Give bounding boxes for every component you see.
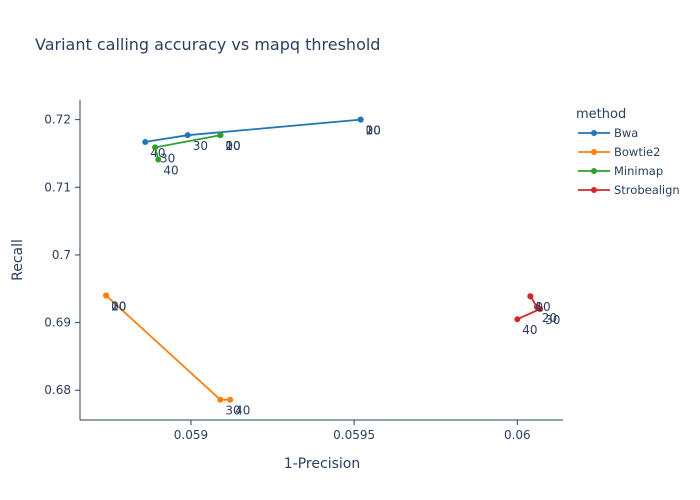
legend-item-strobealign[interactable]: Strobealign [578,183,680,197]
legend[interactable]: method Bwa Bowtie2 Minimap Strobealign [576,107,680,197]
data-point-bowtie2[interactable] [217,396,224,403]
y-tick-label: 0.69 [44,316,71,330]
x-ticks: 0.059 0.0595 0.06 [174,420,531,442]
legend-swatch-marker [591,130,597,136]
x-tick-label: 0.06 [504,428,531,442]
legend-swatch-marker [591,149,597,155]
legend-label: Minimap [614,164,663,178]
data-point-minimap[interactable] [152,144,159,151]
data-point-bwa[interactable] [184,132,191,139]
point-label-minimap: 10 [225,139,240,153]
point-label-strobealign: 30 [545,313,560,327]
y-tick-label: 0.72 [44,113,71,127]
point-label-bowtie2: 10 [111,300,126,314]
y-ticks: 0.68 0.69 0.7 0.71 0.72 [44,113,80,397]
y-axis-label: Recall [10,239,26,281]
point-label-minimap: 40 [163,164,178,178]
point-label-strobealign: 40 [522,323,537,337]
point-label-strobealign: 0 [535,300,543,314]
point-label-bowtie2: 30 [225,404,240,418]
legend-label: Strobealign [614,183,680,197]
point-label-strobealign: 20 [542,311,557,325]
point-label-strobealign: 10 [535,300,550,314]
x-tick-label: 0.0595 [333,428,375,442]
data-point-strobealign[interactable] [537,306,544,313]
point-label-minimap: 0 [225,139,233,153]
legend-item-minimap[interactable]: Minimap [578,164,663,178]
data-point-bwa[interactable] [142,138,149,145]
data-point-minimap[interactable] [217,132,224,139]
point-label-bwa: 0 [366,124,374,138]
data-point-minimap[interactable] [155,156,162,163]
data-point-bowtie2[interactable] [227,396,234,403]
legend-swatch-marker [591,168,597,174]
point-label-bowtie2: 0 [111,300,119,314]
point-label-bwa: 30 [193,139,208,153]
legend-title: method [576,107,626,122]
point-label-bwa: 10 [366,124,381,138]
data-point-strobealign[interactable] [514,316,521,323]
data-point-bwa[interactable] [357,116,364,123]
legend-item-bwa[interactable]: Bwa [578,126,638,140]
y-tick-label: 0.68 [44,383,71,397]
axes: 0.059 0.0595 0.06 0.68 0.69 0.7 0.71 0.72 [44,100,563,442]
legend-item-bowtie2[interactable]: Bowtie2 [578,145,660,159]
x-axis-label: 1-Precision [284,456,360,472]
legend-label: Bowtie2 [614,145,660,159]
x-tick-label: 0.059 [174,428,208,442]
y-tick-label: 0.7 [52,248,71,262]
y-tick-label: 0.71 [44,180,71,194]
series-line-bwa [145,118,361,143]
point-label-bowtie2: 40 [235,404,250,418]
point-label-bowtie2: 20 [111,300,126,314]
point-label-minimap: 20 [225,139,240,153]
chart-title: Variant calling accuracy vs mapq thresho… [35,35,380,54]
point-label-minimap: 30 [160,151,175,165]
data-point-strobealign[interactable] [527,293,534,300]
point-label-bwa: 20 [366,124,381,138]
legend-label: Bwa [614,126,638,140]
data-point-bowtie2[interactable] [103,292,110,299]
legend-swatch-marker [591,187,597,193]
